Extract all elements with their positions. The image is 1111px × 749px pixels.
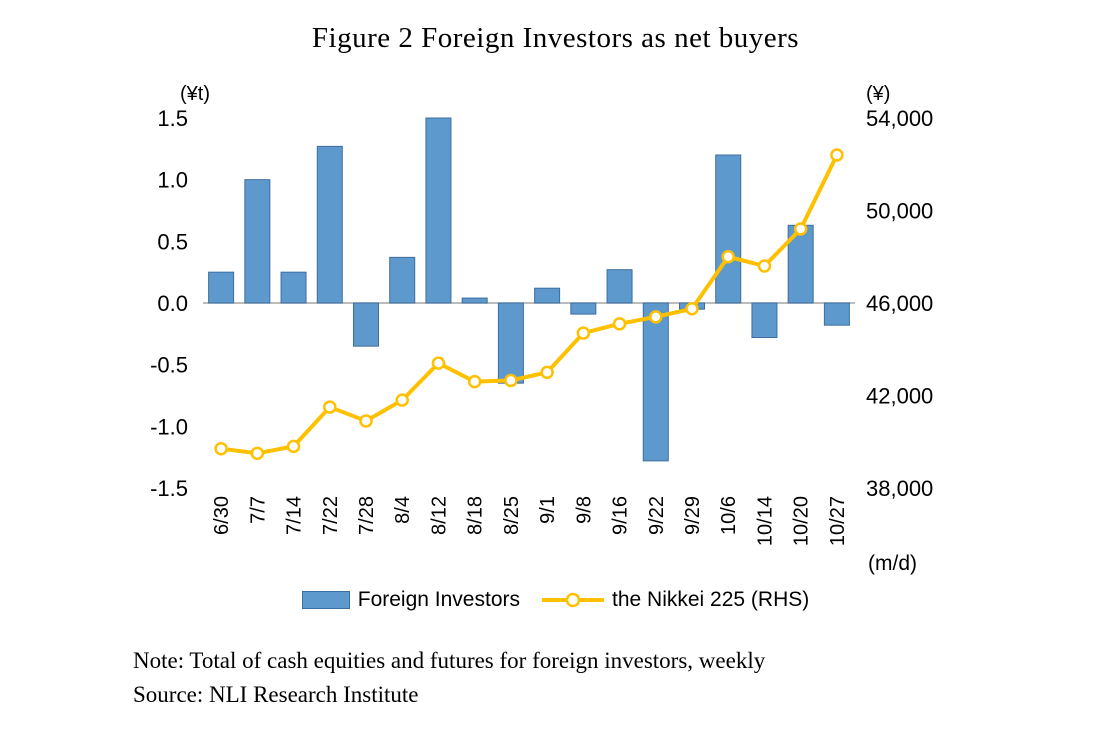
bar-8/12 bbox=[425, 117, 452, 304]
x-axis-tick-label: 9/29 bbox=[682, 496, 704, 535]
left-axis-tick-label: 1.0 bbox=[157, 168, 188, 193]
x-axis-tick-label: 9/1 bbox=[537, 496, 559, 524]
line-marker-swatch-icon bbox=[542, 592, 604, 608]
left-axis-unit-label: (¥t) bbox=[180, 83, 210, 105]
bar-10/6 bbox=[715, 154, 742, 304]
nikkei-marker-7/22 bbox=[323, 400, 337, 414]
left-axis-tick-label: -1.5 bbox=[150, 476, 188, 501]
left-axis-tick-label: 0.0 bbox=[157, 291, 188, 316]
x-axis-tick-label: 10/6 bbox=[718, 496, 740, 535]
bar-8/18 bbox=[461, 297, 488, 304]
bar-9/22 bbox=[642, 302, 669, 462]
nikkei-marker-8/4 bbox=[395, 393, 409, 407]
x-axis-tick-label: 10/20 bbox=[791, 496, 813, 546]
bar-10/20 bbox=[787, 224, 814, 304]
chart-legend: Foreign Investors the Nikkei 225 (RHS) bbox=[0, 588, 1111, 612]
legend-label-foreign-investors: Foreign Investors bbox=[357, 588, 520, 611]
bar-7/14 bbox=[280, 271, 307, 304]
x-axis-tick-label: 7/28 bbox=[356, 496, 378, 535]
left-axis-tick-label: -1.0 bbox=[150, 414, 188, 439]
x-axis-tick-label: 8/4 bbox=[392, 496, 414, 524]
bar-7/7 bbox=[244, 179, 271, 304]
x-axis-unit-label: (m/d) bbox=[868, 552, 917, 575]
nikkei-marker-10/27 bbox=[830, 148, 844, 162]
source-line: Source: NLI Research Institute bbox=[133, 682, 419, 707]
legend-item-foreign-investors: Foreign Investors bbox=[301, 588, 520, 612]
right-axis-unit-label: (¥) bbox=[866, 83, 890, 105]
left-axis-tick-label: 1.5 bbox=[157, 106, 188, 131]
legend-label-nikkei: the Nikkei 225 (RHS) bbox=[612, 588, 810, 611]
x-axis-tick-label: 7/14 bbox=[284, 496, 306, 535]
x-axis-tick-label: 8/25 bbox=[501, 496, 523, 535]
x-axis-tick-label: 8/18 bbox=[465, 496, 487, 535]
bar-8/4 bbox=[389, 256, 416, 304]
left-axis-tick-label: -0.5 bbox=[150, 353, 188, 378]
bar-7/22 bbox=[316, 145, 343, 304]
x-axis-tick-label: 10/27 bbox=[827, 496, 849, 546]
nikkei-marker-10/20 bbox=[793, 222, 808, 236]
nikkei-marker-7/28 bbox=[359, 414, 373, 428]
right-axis-tick-label: 46,000 bbox=[866, 291, 933, 316]
combo-chart: (¥t) (¥) 1.5 1.0 0.5 0.0 -0.5 -1.0 -1.5 54,000 50,… bbox=[150, 83, 933, 575]
x-axis-tick-label: 8/12 bbox=[428, 496, 450, 535]
x-axis-tick-label: 7/7 bbox=[247, 496, 269, 524]
nikkei-marker-8/12 bbox=[431, 356, 446, 370]
nikkei-marker-7/7 bbox=[250, 446, 265, 461]
nikkei-marker-7/14 bbox=[286, 439, 301, 454]
nikkei-marker-6/30 bbox=[214, 441, 228, 456]
nikkei-marker-10/14 bbox=[757, 259, 772, 273]
x-axis-tick-label: 7/22 bbox=[320, 496, 342, 535]
right-axis-tick-label: 42,000 bbox=[866, 384, 933, 409]
nikkei-marker-8/18 bbox=[467, 374, 482, 389]
nikkei-marker-10/6 bbox=[721, 250, 735, 264]
x-axis-tick-label: 9/22 bbox=[646, 496, 668, 535]
left-axis-tick-label: 0.5 bbox=[157, 229, 188, 254]
bar-6/30 bbox=[208, 271, 235, 304]
x-axis-tick-label: 10/14 bbox=[754, 496, 776, 546]
figure-notes: Note: Total of cash equities and futures… bbox=[133, 644, 765, 712]
nikkei-marker-9/16 bbox=[612, 317, 627, 331]
bar-9/1 bbox=[534, 287, 561, 304]
right-axis-tick-label: 54,000 bbox=[866, 106, 933, 131]
chart-title: Figure 2 Foreign Investors as net buyers bbox=[311, 22, 800, 54]
bar-9/8 bbox=[570, 302, 597, 315]
legend-item-nikkei: the Nikkei 225 (RHS) bbox=[542, 588, 809, 612]
bar-10/27 bbox=[823, 302, 850, 326]
bar-swatch-icon bbox=[301, 591, 350, 609]
nikkei-line bbox=[219, 153, 839, 456]
bar-8/25 bbox=[497, 302, 524, 384]
nikkei-marker-8/25 bbox=[504, 373, 518, 388]
right-axis-tick-label: 38,000 bbox=[866, 476, 933, 501]
note-line: Note: Total of cash equities and futures… bbox=[133, 648, 766, 673]
nikkei-marker-9/1 bbox=[540, 365, 554, 380]
nikkei-marker-9/22 bbox=[649, 310, 663, 324]
bar-9/16 bbox=[606, 269, 633, 304]
right-axis-tick-label: 50,000 bbox=[866, 199, 933, 224]
x-axis-tick-label: 9/8 bbox=[573, 496, 595, 524]
x-axis-tick-label: 9/16 bbox=[610, 496, 632, 535]
x-axis-tick-label: 6/30 bbox=[211, 496, 233, 535]
nikkei-marker-9/8 bbox=[576, 326, 591, 340]
nikkei-marker-9/29 bbox=[685, 302, 699, 316]
bar-7/28 bbox=[353, 302, 379, 347]
bar-10/14 bbox=[751, 302, 778, 339]
